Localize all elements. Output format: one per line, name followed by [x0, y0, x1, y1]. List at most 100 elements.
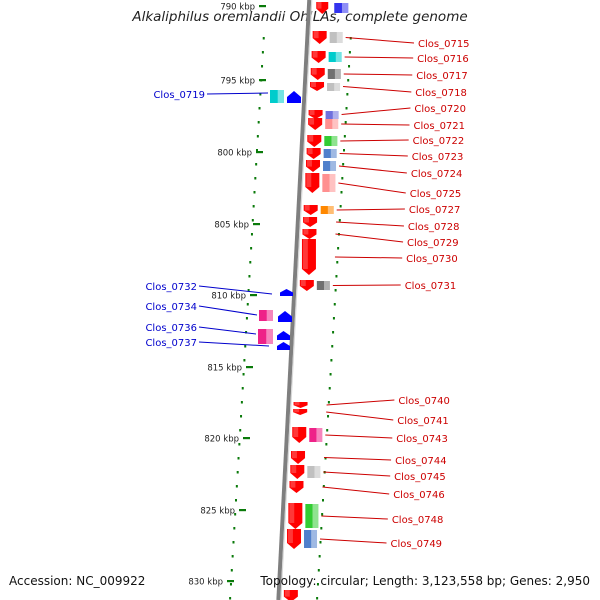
gene-arrow-clos_0746 [289, 481, 304, 493]
gene-label-clos_0723: Clos_0723 [412, 152, 464, 163]
track-dot-right [331, 345, 334, 348]
track-dot-left [256, 135, 259, 138]
gene-arrow-clos_0734 [278, 311, 292, 322]
gene-label-clos_0746: Clos_0746 [393, 490, 445, 501]
track-dot-left [245, 331, 248, 334]
gene-label-clos_0736: Clos_0736 [145, 323, 197, 334]
scale-tick [243, 437, 250, 440]
track-dot-left [235, 485, 238, 488]
cog-box-clos_0743 [309, 428, 323, 442]
track-dot-right [341, 177, 344, 180]
gene-leader-line [198, 285, 273, 295]
scale-tick-label: 815 kbp [207, 364, 242, 374]
gene-leader-line [344, 56, 414, 59]
track-dot-left [255, 163, 258, 166]
gene-arrow-partial [283, 590, 298, 600]
gene-arrow-clos_0720 [308, 110, 323, 119]
track-dot-left [262, 37, 265, 40]
track-dot-right [330, 359, 333, 362]
gene-label-clos_0722: Clos_0722 [413, 136, 465, 147]
track-dot-right [327, 401, 330, 404]
track-dot-right [340, 191, 343, 194]
gene-label-clos_0731: Clos_0731 [405, 281, 457, 292]
gene-leader-line [339, 153, 408, 157]
track-dot-left [232, 541, 235, 544]
scale-tick [227, 580, 234, 583]
track-dot-right [338, 219, 341, 222]
genome-backbone [276, 0, 312, 600]
track-dot-right [337, 247, 340, 250]
gene-arrow-clos_0728 [303, 217, 318, 227]
track-dot-right [346, 93, 349, 96]
gene-leader-line [324, 457, 392, 461]
track-dot-right [348, 65, 351, 68]
gene-label-clos_0718: Clos_0718 [415, 88, 467, 99]
track-dot-left [244, 345, 247, 348]
track-dot-right [347, 79, 350, 82]
gene-label-clos_0720: Clos_0720 [414, 104, 466, 115]
gene-leader-line [198, 326, 257, 335]
gene-leader-line [336, 221, 404, 227]
gene-leader-line [319, 538, 387, 544]
gene-label-clos_0728: Clos_0728 [408, 222, 460, 233]
track-dot-right [326, 429, 329, 432]
gene-label-clos_0748: Clos_0748 [392, 515, 444, 526]
gene-arrow-partial [316, 2, 329, 14]
gene-leader-line [342, 86, 412, 93]
track-dot-right [316, 597, 319, 600]
gene-arrow-clos_0715 [312, 31, 327, 44]
gene-leader-line [326, 411, 394, 421]
scale-tick [259, 79, 266, 82]
gene-label-clos_0719: Clos_0719 [153, 90, 205, 101]
gene-leader-line [336, 208, 405, 211]
track-dot-left [236, 471, 239, 474]
gene-label-clos_0744: Clos_0744 [395, 456, 447, 467]
track-dot-left [237, 457, 240, 460]
track-dot-right [327, 415, 330, 418]
track-dot-left [229, 597, 232, 600]
gene-label-clos_0716: Clos_0716 [417, 54, 469, 65]
track-dot-right [336, 261, 339, 264]
track-dot-right [320, 527, 323, 530]
gene-arrow-clos_0716 [311, 51, 326, 63]
cog-box-clos_0725 [322, 174, 336, 192]
track-dot-right [343, 135, 346, 138]
gene-leader-line [321, 515, 388, 520]
gene-arrow-clos_0717 [310, 68, 325, 80]
cog-box-clos_0719 [270, 90, 284, 103]
track-dot-right [318, 555, 321, 558]
track-dot-left [254, 177, 257, 180]
gene-arrow-clos_0725 [305, 173, 320, 193]
track-dot-left [229, 583, 232, 586]
gene-label-clos_0721: Clos_0721 [413, 121, 465, 132]
track-dot-right [342, 163, 345, 166]
gene-leader-line [338, 182, 406, 194]
track-dot-left [259, 93, 262, 96]
gene-arrow-clos_0744 [291, 451, 306, 464]
gene-label-clos_0727: Clos_0727 [409, 205, 461, 216]
track-dot-left [246, 303, 249, 306]
gene-label-clos_0717: Clos_0717 [416, 71, 468, 82]
gene-leader-line [341, 107, 411, 115]
gene-label-clos_0725: Clos_0725 [410, 189, 462, 200]
track-dot-right [329, 373, 332, 376]
track-dot-right [321, 513, 324, 516]
gene-arrow-clos_0722 [307, 135, 322, 147]
gene-label-clos_0715: Clos_0715 [418, 39, 470, 50]
gene-leader-line [343, 73, 413, 76]
gene-leader-line [340, 139, 409, 142]
track-dot-right [317, 569, 320, 572]
scale-tick [246, 366, 253, 369]
track-dot-left [235, 499, 237, 502]
cog-box-clos_0727 [320, 206, 334, 214]
scale-tick-label: 825 kbp [200, 507, 235, 517]
track-dot-left [243, 359, 246, 362]
scale-tick-label: 805 kbp [214, 221, 249, 231]
cog-box-clos_0749 [304, 530, 318, 548]
scale-tick-label: 795 kbp [220, 77, 255, 87]
gene-arrow-clos_0741 [293, 409, 308, 415]
genome-title: Alkaliphilus oremlandii OhILAs, complete… [132, 9, 468, 25]
gene-arrow-clos_0730 [301, 239, 316, 275]
track-dot-left [250, 247, 253, 250]
track-dot-right [333, 303, 336, 306]
